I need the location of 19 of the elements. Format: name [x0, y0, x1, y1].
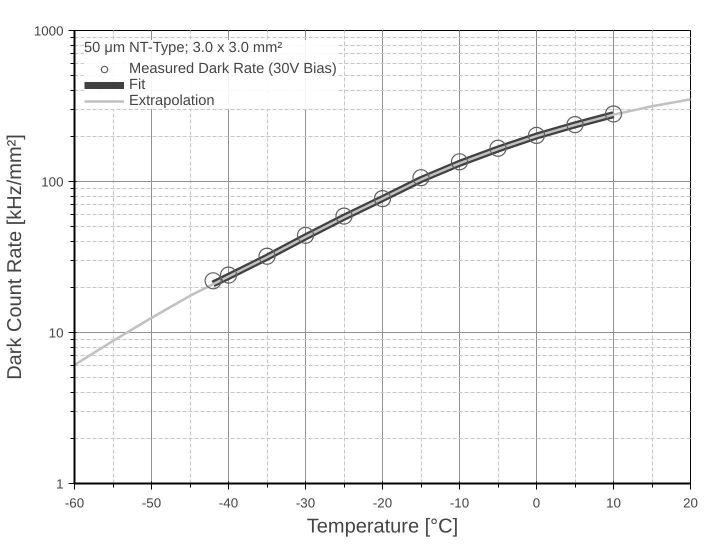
x-tick-label: 20 [683, 496, 698, 510]
x-tick-label: -30 [296, 496, 316, 510]
y-tick-label: 1 [56, 476, 64, 492]
legend-label: Extrapolation [129, 93, 215, 109]
x-tick-label: -40 [218, 496, 238, 510]
legend-label: Measured Dark Rate (30V Bias) [129, 61, 337, 77]
x-tick-label: -60 [64, 496, 84, 510]
legend-label: Fit [129, 77, 146, 93]
x-tick-label: 0 [532, 496, 540, 510]
x-axis-title: Temperature [°C] [306, 516, 458, 538]
x-tick-label: 10 [606, 496, 621, 510]
x-tick-label: -10 [450, 496, 470, 510]
x-tick-label: -50 [142, 496, 162, 510]
y-tick-label: 10 [48, 326, 64, 340]
y-tick-label: 100 [41, 174, 64, 190]
x-tick-label: -20 [372, 496, 392, 510]
y-axis-title: Dark Count Rate [kHz/mm²] [4, 134, 26, 380]
y-tick-label: 1000 [34, 24, 64, 38]
legend-title: 50 μm NT-Type; 3.0 x 3.0 mm² [84, 40, 284, 56]
